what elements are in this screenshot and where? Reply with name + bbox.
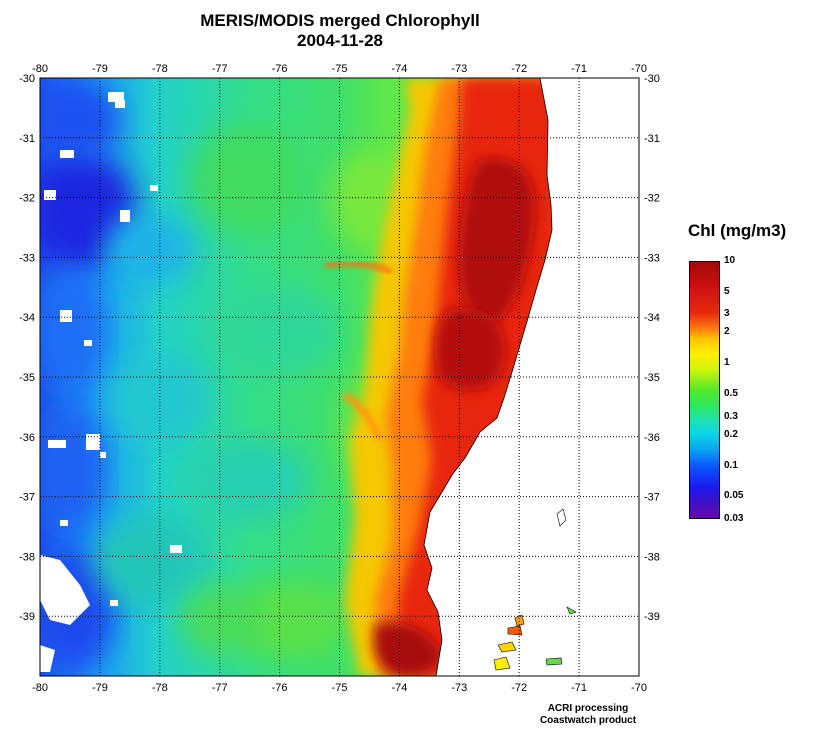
lat-tick-label-left: -30 <box>19 73 35 85</box>
lon-tick-label-bottom: -73 <box>451 682 467 694</box>
colorbar <box>689 261 720 519</box>
lat-tick-label-left: -36 <box>19 432 35 444</box>
map-title: MERIS/MODIS merged Chlorophyll <box>200 11 480 30</box>
lat-tick-label-right: -37 <box>644 492 660 504</box>
lon-tick-label-bottom: -74 <box>391 682 407 694</box>
lat-tick-label-right: -35 <box>644 372 660 384</box>
lat-tick-label-right: -36 <box>644 432 660 444</box>
lon-tick-label-top: -74 <box>391 63 407 75</box>
plot-frame <box>39 77 640 677</box>
lon-tick-label-bottom: -76 <box>272 682 288 694</box>
lat-tick-label-left: -33 <box>19 252 35 264</box>
no-data-cloud-patches <box>40 92 182 672</box>
lon-tick-label-bottom: -71 <box>571 682 587 694</box>
lat-tick-label-left: -37 <box>19 492 35 504</box>
lon-tick-label-top: -73 <box>451 63 467 75</box>
lat-tick-label-right: -38 <box>644 551 660 563</box>
colorbar-label: 0.05 <box>724 490 744 502</box>
lon-tick-label-bottom: -78 <box>152 682 168 694</box>
lon-tick-label-top: -70 <box>631 63 647 75</box>
colorbar-label: 2 <box>724 326 730 338</box>
lon-tick-label-top: -80 <box>32 63 48 75</box>
credit-processing: ACRI processing <box>547 703 629 714</box>
lat-tick-label-right: -34 <box>644 312 660 324</box>
colorbar-label: 0.3 <box>724 410 738 422</box>
credit-product: Coastwatch product <box>539 715 637 726</box>
lon-tick-label-bottom: -70 <box>631 682 647 694</box>
axis-tick-labels: -80 -80 -79 -79 -78 -78 -77 -77 -76 -76 -75 -75 -74 -… <box>19 63 660 694</box>
lon-tick-label-bottom: -80 <box>32 682 48 694</box>
lat-tick-label-left: -35 <box>19 372 35 384</box>
lat-tick-label-left: -39 <box>19 611 35 623</box>
colorbar-label: 0.03 <box>724 513 744 524</box>
colorbar-label: 10 <box>724 255 736 266</box>
lat-tick-label-left: -38 <box>19 551 35 563</box>
map-date: 2004-11-28 <box>296 31 384 50</box>
lon-tick-label-bottom: -79 <box>92 682 108 694</box>
colorbar-title: Chl (mg/m3) <box>688 221 787 240</box>
lon-tick-label-top: -79 <box>92 63 108 75</box>
lat-tick-label-left: -34 <box>19 312 35 324</box>
lon-tick-label-top: -76 <box>272 63 288 75</box>
lat-tick-label-right: -30 <box>644 73 660 85</box>
lat-tick-label-right: -32 <box>644 193 660 205</box>
colorbar-label: 5 <box>724 285 730 297</box>
colorbar-label: 0.1 <box>724 459 738 471</box>
colorbar-label: 0.5 <box>724 388 738 400</box>
lat-tick-label-left: -32 <box>19 193 35 205</box>
lon-tick-label-top: -72 <box>511 63 527 75</box>
colorbar-label: 1 <box>724 357 730 369</box>
lon-tick-label-bottom: -72 <box>511 682 527 694</box>
lat-tick-label-right: -31 <box>644 133 660 145</box>
chile-land <box>423 78 639 676</box>
lat-lon-grid <box>40 78 639 676</box>
lat-tick-label-right: -33 <box>644 252 660 264</box>
lon-tick-label-top: -75 <box>332 63 348 75</box>
lon-tick-label-bottom: -75 <box>332 682 348 694</box>
lat-tick-label-left: -31 <box>19 133 35 145</box>
colorbar-label: 3 <box>724 308 730 320</box>
lat-tick-label-right: -39 <box>644 611 660 623</box>
lon-tick-label-top: -77 <box>212 63 228 75</box>
colorbar-label: 0.2 <box>724 428 738 440</box>
lon-tick-label-top: -78 <box>152 63 168 75</box>
islands <box>493 508 577 671</box>
lon-tick-label-bottom: -77 <box>212 682 228 694</box>
lon-tick-label-top: -71 <box>571 63 587 75</box>
